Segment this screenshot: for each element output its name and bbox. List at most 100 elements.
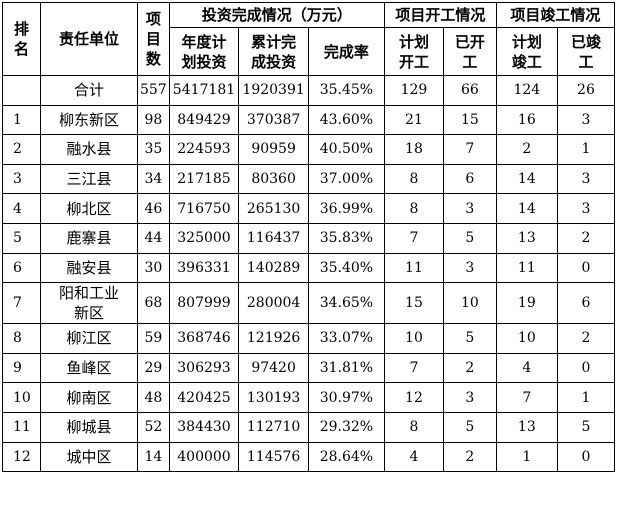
annual-plan-cell: 396331 (168, 252, 240, 284)
header-rank: 排名 (2, 2, 41, 76)
annual-plan-cell: 420425 (168, 382, 240, 413)
rank-cell: 6 (2, 252, 41, 284)
projects-cell: 52 (137, 411, 170, 443)
projects-cell: 48 (137, 382, 170, 413)
rank-cell: 2 (2, 134, 41, 165)
started-cell: 5 (442, 323, 497, 354)
rate-cell: 31.81% (307, 352, 385, 384)
cumulative-cell: 80360 (238, 163, 309, 195)
header-start-group: 项目开工情况 (383, 2, 497, 28)
unit-cell: 鹿寨县 (39, 222, 139, 254)
table-row: 8 柳江区 59 368746 121926 33.07% 10 5 10 2 (2, 323, 616, 354)
annual-plan-cell: 849429 (168, 104, 240, 136)
unit-cell: 城中区 (39, 441, 139, 473)
total-label: 合计 (39, 75, 139, 106)
table-row: 2 融水县 35 224593 90959 40.50% 18 7 2 1 (2, 134, 616, 165)
plan-complete-cell: 13 (495, 222, 558, 254)
rate-cell: 36.99% (307, 193, 385, 224)
table-row: 10 柳南区 48 420425 130193 30.97% 12 3 7 1 (2, 382, 616, 413)
rate-cell: 28.64% (307, 441, 385, 473)
rate-cell: 43.60% (307, 104, 385, 136)
total-plan-complete: 124 (495, 75, 558, 106)
rank-cell: 4 (2, 193, 41, 224)
plan-complete-cell: 4 (495, 352, 558, 384)
plan-start-cell: 10 (383, 323, 444, 354)
header-investment-group: 投资完成情况（万元） (168, 2, 385, 28)
total-cumulative: 1920391 (238, 75, 309, 106)
unit-cell: 柳东新区 (39, 104, 139, 136)
cumulative-cell: 121926 (238, 323, 309, 354)
rate-cell: 33.07% (307, 323, 385, 354)
cumulative-cell: 370387 (238, 104, 309, 136)
plan-complete-cell: 2 (495, 134, 558, 165)
rank-cell: 3 (2, 163, 41, 195)
rank-cell: 10 (2, 382, 41, 413)
annual-plan-cell: 325000 (168, 222, 240, 254)
completed-cell: 3 (556, 193, 616, 224)
cumulative-cell: 280004 (238, 282, 309, 325)
total-rank-cell (2, 75, 41, 106)
header-plan-complete: 计划 竣工 (495, 27, 558, 76)
annual-plan-cell: 306293 (168, 352, 240, 384)
started-cell: 5 (442, 411, 497, 443)
table-row: 1 柳东新区 98 849429 370387 43.60% 21 15 16 3 (2, 104, 616, 136)
annual-plan-cell: 368746 (168, 323, 240, 354)
completed-cell: 3 (556, 163, 616, 195)
plan-start-cell: 18 (383, 134, 444, 165)
started-cell: 3 (442, 382, 497, 413)
projects-cell: 29 (137, 352, 170, 384)
unit-cell: 融安县 (39, 252, 139, 284)
plan-start-cell: 7 (383, 222, 444, 254)
header-started: 已开工 (442, 27, 497, 76)
header-completed: 已竣工 (556, 27, 616, 76)
rate-cell: 35.40% (307, 252, 385, 284)
header-projects: 项目数 (137, 2, 170, 76)
cumulative-cell: 116437 (238, 222, 309, 254)
annual-plan-cell: 716750 (168, 193, 240, 224)
annual-plan-cell: 807999 (168, 282, 240, 325)
header-plan-start: 计划 开工 (383, 27, 444, 76)
projects-cell: 30 (137, 252, 170, 284)
started-cell: 7 (442, 134, 497, 165)
total-started: 66 (442, 75, 497, 106)
rank-cell: 1 (2, 104, 41, 136)
started-cell: 10 (442, 282, 497, 325)
cumulative-cell: 130193 (238, 382, 309, 413)
plan-complete-cell: 11 (495, 252, 558, 284)
completed-cell: 1 (556, 134, 616, 165)
plan-complete-cell: 14 (495, 193, 558, 224)
started-cell: 2 (442, 441, 497, 473)
projects-cell: 35 (137, 134, 170, 165)
table-row: 12 城中区 14 400000 114576 28.64% 4 2 1 0 (2, 441, 616, 473)
table-row: 9 鱼峰区 29 306293 97420 31.81% 7 2 4 0 (2, 352, 616, 384)
rate-cell: 29.32% (307, 411, 385, 443)
projects-cell: 59 (137, 323, 170, 354)
total-completed: 26 (556, 75, 616, 106)
completed-cell: 0 (556, 252, 616, 284)
rank-cell: 7 (2, 282, 41, 325)
plan-start-cell: 8 (383, 163, 444, 195)
plan-complete-cell: 14 (495, 163, 558, 195)
header-rate: 完成率 (307, 27, 385, 76)
rate-cell: 40.50% (307, 134, 385, 165)
projects-cell: 46 (137, 193, 170, 224)
cumulative-cell: 114576 (238, 441, 309, 473)
total-projects: 557 (137, 75, 170, 106)
annual-plan-cell: 224593 (168, 134, 240, 165)
rate-cell: 35.83% (307, 222, 385, 254)
table-row: 4 柳北区 46 716750 265130 36.99% 8 3 14 3 (2, 193, 616, 224)
completed-cell: 3 (556, 104, 616, 136)
plan-start-cell: 8 (383, 193, 444, 224)
plan-complete-cell: 1 (495, 441, 558, 473)
table-row: 5 鹿寨县 44 325000 116437 35.83% 7 5 13 2 (2, 222, 616, 254)
annual-plan-cell: 217185 (168, 163, 240, 195)
plan-complete-cell: 7 (495, 382, 558, 413)
completed-cell: 0 (556, 352, 616, 384)
total-plan-start: 129 (383, 75, 444, 106)
rate-cell: 30.97% (307, 382, 385, 413)
rank-cell: 5 (2, 222, 41, 254)
rank-cell: 11 (2, 411, 41, 443)
plan-complete-cell: 16 (495, 104, 558, 136)
plan-start-cell: 7 (383, 352, 444, 384)
projects-cell: 98 (137, 104, 170, 136)
